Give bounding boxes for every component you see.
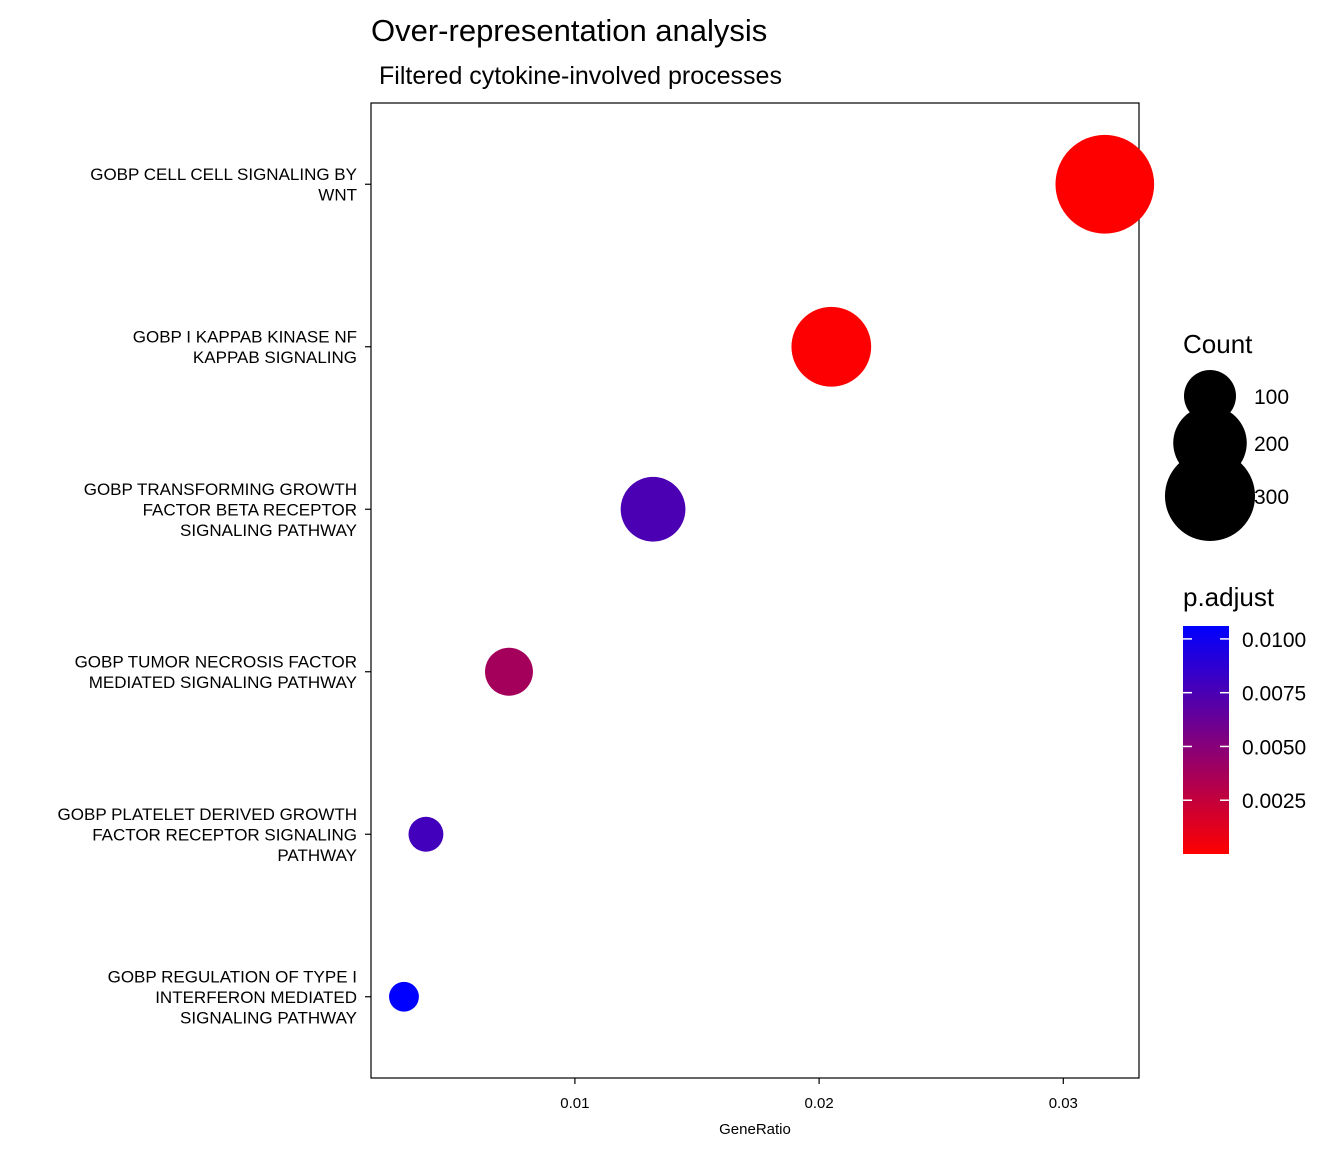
y-axis: GOBP CELL CELL SIGNALING BY WNT GOBP I KAP… <box>58 165 371 1027</box>
count-legend-label: 200 <box>1254 433 1289 456</box>
y-tick-label: WNT <box>318 186 357 205</box>
count-legend-label: 300 <box>1254 486 1289 509</box>
count-legend-label: 100 <box>1254 386 1289 409</box>
data-point <box>389 981 419 1012</box>
data-point <box>408 816 444 852</box>
y-tick-label: GOBP TRANSFORMING GROWTH <box>84 480 357 499</box>
data-point <box>791 306 872 387</box>
p-adjust-legend-title: p.adjust <box>1183 582 1275 612</box>
y-tick-label: FACTOR BETA RECEPTOR <box>143 500 357 519</box>
y-tick-label: GOBP I KAPPAB KINASE NF <box>133 328 357 347</box>
count-legend: Count 100 200 300 <box>1164 329 1289 542</box>
plot-panel <box>370 102 1140 1079</box>
count-legend-title: Count <box>1183 329 1253 359</box>
y-tick-label: GOBP PLATELET DERIVED GROWTH <box>58 805 357 824</box>
colorbar-label: 0.0050 <box>1242 736 1306 759</box>
y-tick-label: FACTOR RECEPTOR SIGNALING <box>92 825 357 844</box>
colorbar-label: 0.0025 <box>1242 790 1306 813</box>
y-tick-label: PATHWAY <box>277 846 357 865</box>
y-tick-label: GOBP REGULATION OF TYPE I <box>108 967 357 986</box>
data-points <box>389 134 1155 1012</box>
x-tick-label: 0.01 <box>560 1095 589 1112</box>
data-point <box>620 476 686 542</box>
y-tick-label: SIGNALING PATHWAY <box>180 1008 357 1027</box>
y-tick-label: GOBP CELL CELL SIGNALING BY <box>90 165 357 184</box>
data-point <box>1055 134 1155 234</box>
chart-title: Over-representation analysis <box>371 13 767 48</box>
colorbar-label: 0.0075 <box>1242 683 1306 706</box>
chart-subtitle: Filtered cytokine-involved processes <box>379 62 782 90</box>
x-axis-label: GeneRatio <box>719 1121 791 1138</box>
x-tick-label: 0.02 <box>805 1095 834 1112</box>
x-axis: 0.01 0.02 0.03 <box>560 1078 1078 1112</box>
y-tick-label: INTERFERON MEDIATED <box>155 988 357 1007</box>
x-tick-label: 0.03 <box>1049 1095 1078 1112</box>
y-tick-label: SIGNALING PATHWAY <box>180 521 357 540</box>
p-adjust-colorbar <box>1183 626 1229 854</box>
colorbar-label: 0.0100 <box>1242 629 1306 652</box>
count-legend-key <box>1164 450 1256 542</box>
y-tick-label: KAPPAB SIGNALING <box>193 348 357 367</box>
data-point <box>485 647 533 696</box>
y-tick-label: GOBP TUMOR NECROSIS FACTOR <box>75 653 357 672</box>
y-tick-label: MEDIATED SIGNALING PATHWAY <box>89 673 357 692</box>
p-adjust-legend: p.adjust 0.0025 0.0050 0.0075 0.0100 <box>1183 582 1306 854</box>
